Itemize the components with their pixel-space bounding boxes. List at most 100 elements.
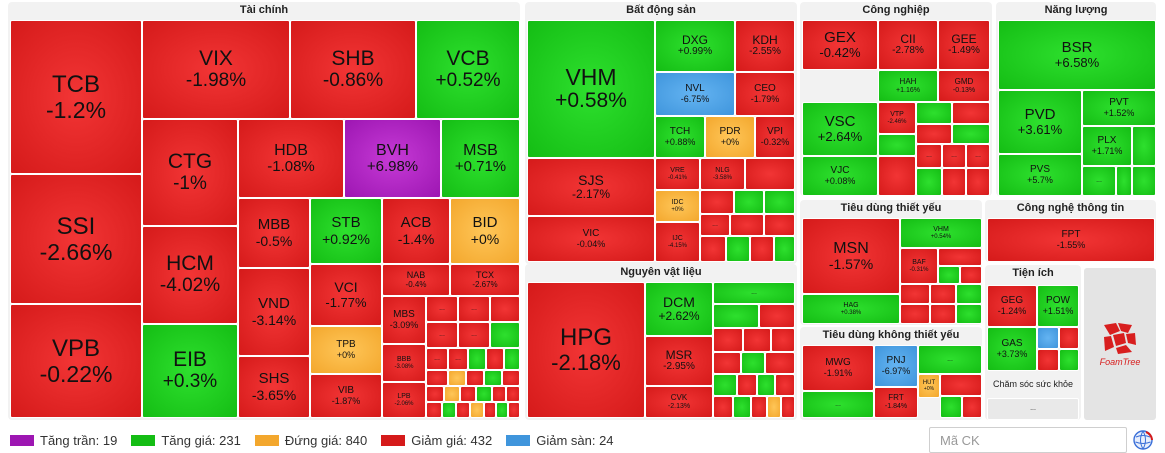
- small-stock-tile[interactable]: ...: [700, 214, 730, 236]
- stock-tile-gmd[interactable]: GMD -0.13%: [938, 70, 990, 102]
- small-stock-tile[interactable]: [426, 402, 442, 418]
- small-stock-tile[interactable]: ...: [458, 296, 490, 322]
- small-stock-tile[interactable]: [460, 386, 476, 402]
- small-stock-tile[interactable]: [952, 102, 990, 124]
- small-stock-tile[interactable]: [1116, 166, 1132, 196]
- stock-tile-bvh[interactable]: BVH +6.98%: [344, 119, 441, 198]
- stock-tile-pnj[interactable]: PNJ -6.97%: [874, 345, 918, 387]
- small-stock-tile[interactable]: ...: [966, 144, 990, 168]
- stock-tile-vjc[interactable]: VJC +0.08%: [802, 156, 878, 196]
- small-stock-tile[interactable]: [942, 168, 966, 196]
- stock-code-search-input[interactable]: [929, 427, 1127, 453]
- small-stock-tile[interactable]: [1059, 349, 1079, 371]
- small-stock-tile[interactable]: ...: [713, 282, 795, 304]
- refresh-globe-icon[interactable]: [1132, 429, 1154, 451]
- small-stock-tile[interactable]: [470, 402, 484, 418]
- stock-tile-stb[interactable]: STB +0.92%: [310, 198, 382, 264]
- small-stock-tile[interactable]: [759, 304, 795, 328]
- stock-tile-cii[interactable]: CII -2.78%: [878, 20, 938, 70]
- stock-tile-bid[interactable]: BID +0%: [450, 198, 520, 264]
- small-stock-tile[interactable]: [757, 374, 775, 396]
- small-stock-tile[interactable]: [956, 284, 982, 304]
- small-stock-tile[interactable]: [764, 214, 795, 236]
- stock-tile-sjs[interactable]: SJS -2.17%: [527, 158, 655, 216]
- small-stock-tile[interactable]: [1037, 349, 1059, 371]
- small-stock-tile[interactable]: ...: [942, 144, 966, 168]
- stock-tile-hpg[interactable]: HPG -2.18%: [527, 282, 645, 418]
- small-stock-tile[interactable]: [444, 386, 460, 402]
- small-stock-tile[interactable]: [743, 328, 771, 352]
- small-stock-tile[interactable]: [916, 124, 952, 144]
- stock-tile-bbb[interactable]: BBB -3.08%: [382, 344, 426, 382]
- small-stock-tile[interactable]: [700, 190, 734, 214]
- stock-tile-vpb[interactable]: VPB -0.22%: [10, 304, 142, 418]
- small-stock-tile[interactable]: [448, 370, 466, 386]
- small-stock-tile[interactable]: ...: [426, 322, 458, 348]
- small-stock-tile[interactable]: ...: [918, 345, 982, 374]
- stock-tile-tcb[interactable]: TCB -1.2%: [10, 20, 142, 174]
- small-stock-tile[interactable]: [1059, 327, 1079, 349]
- small-stock-tile[interactable]: [700, 236, 726, 262]
- stock-tile-hdb[interactable]: HDB -1.08%: [238, 119, 344, 198]
- stock-tile-ijc[interactable]: IJC -4.15%: [655, 222, 700, 262]
- stock-tile-tch[interactable]: TCH +0.88%: [655, 116, 705, 158]
- small-stock-tile[interactable]: [900, 304, 930, 324]
- stock-tile-shb[interactable]: SHB -0.86%: [290, 20, 416, 119]
- stock-tile-hah[interactable]: HAH +1.16%: [878, 70, 938, 102]
- stock-tile-nab[interactable]: NAB -0.4%: [382, 264, 450, 296]
- stock-tile-hag[interactable]: HAG +0.38%: [802, 294, 900, 324]
- stock-tile-mbb[interactable]: MBB -0.5%: [238, 198, 310, 268]
- small-stock-tile[interactable]: [508, 402, 520, 418]
- stock-tile-pvd[interactable]: PVD +3.61%: [998, 90, 1082, 154]
- stock-tile-dxg[interactable]: DXG +0.99%: [655, 20, 735, 72]
- small-stock-tile[interactable]: [930, 304, 956, 324]
- legend-item[interactable]: Tăng giá: 231: [131, 433, 241, 448]
- stock-tile-vhm[interactable]: VHM +0.58%: [527, 20, 655, 158]
- stock-tile-geg[interactable]: GEG -1.24%: [987, 285, 1037, 327]
- small-stock-tile[interactable]: [442, 402, 456, 418]
- small-stock-tile[interactable]: [713, 396, 733, 418]
- stock-tile-vix[interactable]: VIX -1.98%: [142, 20, 290, 119]
- small-stock-tile[interactable]: [504, 348, 520, 370]
- stock-tile-eib[interactable]: EIB +0.3%: [142, 324, 238, 418]
- stock-tile-vcb[interactable]: VCB +0.52%: [416, 20, 520, 119]
- small-stock-tile[interactable]: ...: [448, 348, 468, 370]
- small-stock-tile[interactable]: [492, 386, 506, 402]
- small-stock-tile[interactable]: [940, 396, 962, 418]
- small-stock-tile[interactable]: [713, 304, 759, 328]
- stock-tile-mwg[interactable]: MWG -1.91%: [802, 345, 874, 391]
- small-stock-tile[interactable]: [734, 190, 764, 214]
- small-stock-tile[interactable]: ...: [426, 348, 448, 370]
- stock-tile-ceo[interactable]: CEO -1.79%: [735, 72, 795, 116]
- small-stock-tile[interactable]: ...: [426, 296, 458, 322]
- stock-tile-vib[interactable]: VIB -1.87%: [310, 374, 382, 418]
- small-stock-tile[interactable]: [502, 370, 520, 386]
- stock-tile-nlg[interactable]: NLG -3.58%: [700, 158, 745, 190]
- stock-tile-plx[interactable]: PLX +1.71%: [1082, 126, 1132, 166]
- stock-tile-msr[interactable]: MSR -2.95%: [645, 336, 713, 386]
- stock-tile-pvt[interactable]: PVT +1.52%: [1082, 90, 1156, 126]
- stock-tile-vnd[interactable]: VND -3.14%: [238, 268, 310, 356]
- stock-tile-bsr[interactable]: BSR +6.58%: [998, 20, 1156, 90]
- small-stock-tile[interactable]: [1132, 166, 1156, 196]
- small-stock-tile[interactable]: [956, 304, 982, 324]
- small-stock-tile[interactable]: [751, 396, 767, 418]
- small-stock-tile[interactable]: ...: [916, 144, 942, 168]
- small-stock-tile[interactable]: [774, 236, 795, 262]
- stock-tile-vic[interactable]: VIC -0.04%: [527, 216, 655, 262]
- small-stock-tile[interactable]: [426, 386, 444, 402]
- stock-tile-msb[interactable]: MSB +0.71%: [441, 119, 520, 198]
- small-stock-tile[interactable]: [713, 328, 743, 352]
- stock-tile-tpb[interactable]: TPB +0%: [310, 326, 382, 374]
- stock-tile-fpt[interactable]: FPT -1.55%: [987, 218, 1155, 262]
- stock-tile-hcm[interactable]: HCM -4.02%: [142, 226, 238, 324]
- stock-tile-vsc[interactable]: VSC +2.64%: [802, 102, 878, 156]
- small-stock-tile[interactable]: [745, 158, 795, 190]
- stock-tile-pow[interactable]: POW +1.51%: [1037, 285, 1079, 327]
- small-stock-tile[interactable]: [1132, 126, 1156, 166]
- small-stock-tile[interactable]: [737, 374, 757, 396]
- small-stock-tile[interactable]: [426, 370, 448, 386]
- small-stock-tile[interactable]: [1037, 327, 1059, 349]
- stock-tile-tcx[interactable]: TCX -2.67%: [450, 264, 520, 296]
- small-stock-tile[interactable]: ...: [987, 398, 1079, 420]
